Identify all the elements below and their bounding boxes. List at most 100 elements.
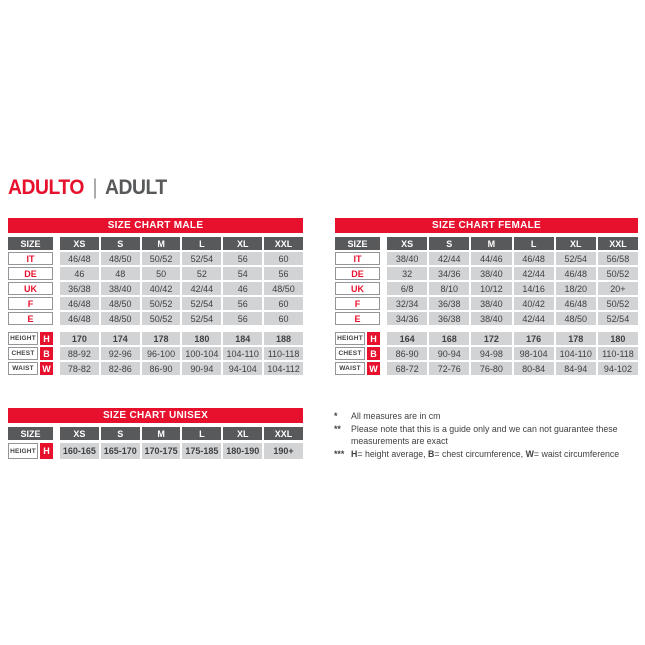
- male-measure-badge-h: H: [40, 332, 53, 345]
- size-chart-unisex-table: SIZE CHART UNISEX SIZE XS S M L XL XXL HEIGHT H 16…: [8, 408, 303, 459]
- male-uk-cell: 38/40: [100, 282, 140, 295]
- male-measure-label-waist: WAIST: [8, 362, 38, 375]
- male-size-row-label-slot: DE: [8, 267, 53, 280]
- male-chest-cell: 100-104: [182, 347, 222, 360]
- female-size-row-label-slot: E: [335, 312, 380, 325]
- female-height-cell: 180: [597, 332, 639, 345]
- female-e-cell: 52/54: [597, 312, 639, 325]
- male-it-cell: 46/48: [60, 252, 99, 265]
- page-title-separator: |: [92, 176, 98, 199]
- male-chest-cell: 110-118: [264, 347, 303, 360]
- male-f-cell: 52/54: [182, 297, 222, 310]
- female-waist-cell: 76-80: [471, 362, 512, 375]
- male-column-gap: [53, 347, 60, 360]
- footnote-text-part: B: [428, 448, 435, 459]
- female-f-cell: 40/42: [513, 297, 554, 310]
- unisex-column-gap: [53, 427, 60, 440]
- male-de-cell: 52: [182, 267, 222, 280]
- male-column-gap: [53, 362, 60, 375]
- male-de-cell: 50: [141, 267, 181, 280]
- male-uk-cells: 36/38 38/40 40/42 42/44 46 48/50: [60, 282, 303, 295]
- female-e-cell: 38/40: [471, 312, 512, 325]
- footnote-text-part: = chest circumference,: [434, 448, 526, 459]
- size-chart-female-table: SIZE CHART FEMALE SIZE XS S M L XL XXL IT 38/40 42…: [335, 218, 639, 375]
- female-de-cell: 50/52: [597, 267, 639, 280]
- male-it-cell: 50/52: [141, 252, 181, 265]
- male-de-cells: 46 48 50 52 54 56: [60, 267, 303, 280]
- unisex-measure-label-height: HEIGHT: [8, 443, 38, 459]
- unisex-chart-title: SIZE CHART UNISEX: [8, 408, 303, 423]
- female-height-cell: 176: [513, 332, 554, 345]
- page-title-primary: ADULTO: [8, 176, 84, 199]
- female-e-cell: 42/44: [513, 312, 554, 325]
- male-uk-cell: 48/50: [264, 282, 303, 295]
- female-uk-cell: 18/20: [555, 282, 596, 295]
- female-column-gap: [380, 332, 387, 345]
- male-size-row-f: F 46/48 48/50 50/52 52/54 56 60: [8, 297, 303, 310]
- female-it-cell: 52/54: [555, 252, 596, 265]
- male-country-label-uk: UK: [8, 282, 53, 295]
- footnote-text-part: W: [525, 448, 534, 459]
- footnote-text-part: All measures are in cm: [351, 411, 441, 421]
- footnote-text-part: Please note that this is a guide only an…: [351, 423, 618, 447]
- female-chest-cell: 104-110: [555, 347, 596, 360]
- male-header-cell: XL: [223, 237, 263, 250]
- male-waist-cell: 86-90: [141, 362, 181, 375]
- footnote-text-2: Please note that this is a guide only an…: [351, 423, 640, 448]
- female-header-cell: S: [429, 237, 470, 250]
- unisex-header-row: SIZE XS S M L XL XXL: [8, 427, 303, 440]
- female-header-cell: XS: [387, 237, 428, 250]
- male-height-cell: 178: [141, 332, 181, 345]
- male-size-row-label-slot: IT: [8, 252, 53, 265]
- male-size-row-it: IT 46/48 48/50 50/52 52/54 56 60: [8, 252, 303, 265]
- male-size-row-label-slot: UK: [8, 282, 53, 295]
- female-size-header-slot: SIZE: [335, 237, 380, 250]
- male-waist-cell: 90-94: [182, 362, 222, 375]
- female-size-row-label-slot: IT: [335, 252, 380, 265]
- female-height-cells: 164 168 172 176 178 180: [387, 332, 639, 345]
- female-de-cell: 46/48: [555, 267, 596, 280]
- female-measure-label-slot: CHEST B: [335, 347, 380, 360]
- unisex-height-cell: 190+: [264, 443, 303, 459]
- female-country-label-it: IT: [335, 252, 380, 265]
- female-uk-cell: 8/10: [429, 282, 470, 295]
- unisex-size-header-label: SIZE: [8, 427, 53, 440]
- footnote-2: ** Please note that this is a guide only …: [334, 423, 640, 448]
- female-waist-cell: 68-72: [387, 362, 428, 375]
- female-column-gap: [380, 312, 387, 325]
- male-height-cell: 184: [223, 332, 263, 345]
- female-header-cells: XS S M L XL XXL: [387, 237, 639, 250]
- unisex-height-cells: 160-165 165-170 170-175 175-185 180-190 190+: [60, 443, 303, 459]
- female-measure-badge-h: H: [367, 332, 380, 345]
- female-f-cell: 50/52: [597, 297, 639, 310]
- unisex-size-header-slot: SIZE: [8, 427, 53, 440]
- footnote-text-part: = waist circumference: [533, 448, 620, 459]
- male-header-cell: XS: [60, 237, 99, 250]
- male-measure-label-slot: WAIST W: [8, 362, 53, 375]
- footnote-text-3: H= height average, B= chest circumferenc…: [351, 448, 640, 461]
- unisex-header-cells: XS S M L XL XXL: [60, 427, 303, 440]
- female-size-row-label-slot: F: [335, 297, 380, 310]
- female-column-gap: [380, 237, 387, 250]
- male-column-gap: [53, 282, 60, 295]
- male-chest-cell: 92-96: [100, 347, 140, 360]
- male-size-row-de: DE 46 48 50 52 54 56: [8, 267, 303, 280]
- female-chest-cell: 94-98: [471, 347, 512, 360]
- female-e-cell: 36/38: [429, 312, 470, 325]
- male-size-row-uk: UK 36/38 38/40 40/42 42/44 46 48/50: [8, 282, 303, 295]
- female-de-cell: 32: [387, 267, 428, 280]
- female-measure-label-chest: CHEST: [335, 347, 365, 360]
- male-country-label-de: DE: [8, 267, 53, 280]
- female-country-label-uk: UK: [335, 282, 380, 295]
- female-measure-label-slot: HEIGHT H: [335, 332, 380, 345]
- male-uk-cell: 46: [223, 282, 263, 295]
- female-waist-cell: 94-102: [597, 362, 639, 375]
- female-it-cell: 42/44: [429, 252, 470, 265]
- male-column-gap: [53, 332, 60, 345]
- male-chest-cell: 96-100: [141, 347, 181, 360]
- female-header-cell: XL: [555, 237, 596, 250]
- page-title: ADULTO | ADULT: [8, 176, 167, 200]
- female-uk-cell: 14/16: [513, 282, 554, 295]
- male-e-cell: 60: [264, 312, 303, 325]
- female-size-row-it: IT 38/40 42/44 44/46 46/48 52/54 56/58: [335, 252, 639, 265]
